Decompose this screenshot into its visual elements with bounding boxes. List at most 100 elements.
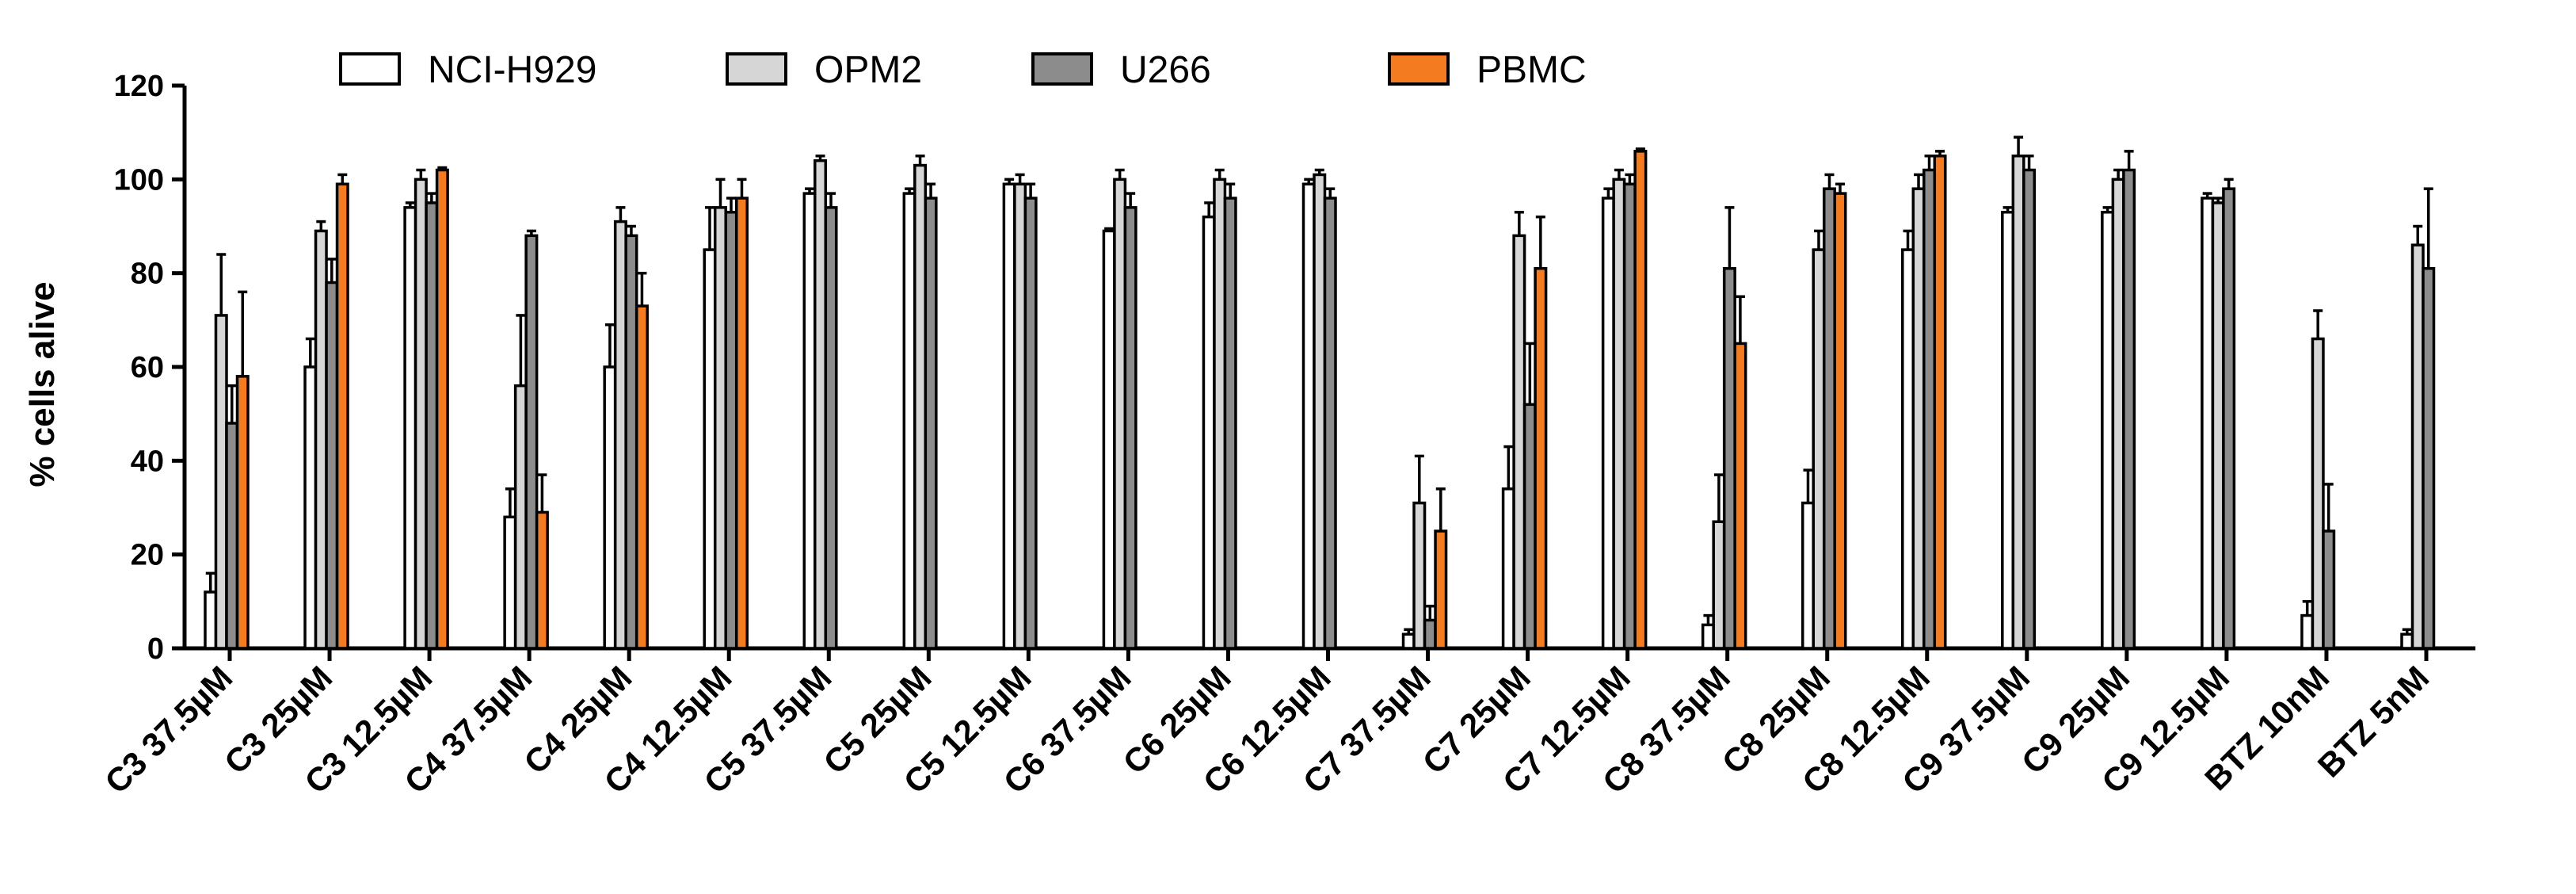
bar-u266-6 <box>824 206 838 650</box>
bar-u266-12 <box>1423 618 1437 650</box>
y-tick-label: 40 <box>131 445 164 478</box>
bar-nci-h929-19 <box>2101 211 2115 650</box>
bar-nci-h929-22 <box>2400 632 2414 650</box>
y-tick-label: 100 <box>114 163 164 197</box>
bar-opm2-5 <box>713 206 727 650</box>
bar-u266-5 <box>724 211 738 650</box>
bar-pbmc-5 <box>734 197 749 650</box>
bar-pbmc-14 <box>1633 150 1648 650</box>
bar-u266-4 <box>624 234 638 650</box>
bar-pbmc-2 <box>435 168 449 650</box>
bar-nci-h929-17 <box>1901 248 1915 650</box>
y-tick-label: 80 <box>131 258 164 291</box>
bar-nci-h929-10 <box>1202 215 1216 650</box>
bar-pbmc-15 <box>1733 342 1747 650</box>
bar-u266-13 <box>1522 403 1537 650</box>
bar-opm2-4 <box>613 220 627 650</box>
bar-nci-h929-7 <box>902 192 916 650</box>
bar-opm2-20 <box>2211 201 2225 650</box>
y-axis: 0 20 40 60 80 100 120 <box>114 70 187 666</box>
bar-u266-15 <box>1722 267 1736 650</box>
bar-u266-7 <box>924 197 938 650</box>
bar-nci-h929-8 <box>1002 182 1016 650</box>
bar-opm2-9 <box>1113 178 1127 650</box>
bar-opm2-7 <box>913 163 928 650</box>
bar-nci-h929-12 <box>1401 632 1416 650</box>
legend: NCI-H929 OPM2 U266 PBMC <box>339 49 1587 91</box>
bar-u266-19 <box>2122 168 2136 650</box>
bar-opm2-19 <box>2111 178 2125 650</box>
bar-pbmc-3 <box>535 510 549 650</box>
bar-nci-h929-0 <box>204 590 218 650</box>
bar-nci-h929-20 <box>2201 197 2215 650</box>
bar-opm2-14 <box>1612 178 1626 650</box>
bar-opm2-2 <box>413 178 428 650</box>
bar-opm2-17 <box>1911 187 1926 650</box>
bar-nci-h929-6 <box>802 192 817 650</box>
legend-label-u266: U266 <box>1120 49 1211 91</box>
bar-nci-h929-3 <box>503 515 517 650</box>
y-tick-label: 60 <box>131 351 164 384</box>
bars <box>204 136 2436 650</box>
legend-label-nci-h929: NCI-H929 <box>428 49 596 91</box>
bar-u266-20 <box>2222 187 2236 650</box>
bar-opm2-21 <box>2311 337 2325 650</box>
legend-label-pbmc: PBMC <box>1477 49 1587 91</box>
bar-u266-22 <box>2422 267 2436 650</box>
bar-nci-h929-9 <box>1102 229 1116 650</box>
x-tick-label: C3 37.5µM <box>97 659 239 800</box>
bar-opm2-8 <box>1013 182 1027 650</box>
bar-u266-14 <box>1622 182 1637 650</box>
bar-nci-h929-5 <box>703 248 717 650</box>
bar-opm2-22 <box>2410 243 2425 650</box>
bar-opm2-0 <box>214 314 228 650</box>
y-tick-label: 120 <box>114 70 164 103</box>
bar-nci-h929-16 <box>1801 501 1815 650</box>
bar-u266-0 <box>225 422 239 650</box>
bar-opm2-6 <box>814 159 828 650</box>
bar-nci-h929-2 <box>403 206 417 650</box>
bar-u266-17 <box>1922 168 1937 650</box>
legend-swatch-nci-h929 <box>339 52 401 86</box>
bar-u266-3 <box>524 234 539 650</box>
bar-opm2-11 <box>1313 173 1327 650</box>
bar-pbmc-16 <box>1833 192 1847 650</box>
bar-nci-h929-18 <box>2001 211 2015 650</box>
bar-nci-h929-21 <box>2300 613 2315 650</box>
y-tick-label: 20 <box>131 539 164 572</box>
bar-pbmc-0 <box>235 375 250 650</box>
bar-nci-h929-4 <box>603 365 617 650</box>
bar-u266-16 <box>1822 187 1836 650</box>
bar-nci-h929-15 <box>1701 623 1715 650</box>
bar-pbmc-13 <box>1534 267 1548 650</box>
bar-u266-1 <box>325 281 339 650</box>
bar-opm2-12 <box>1412 501 1427 650</box>
bar-u266-10 <box>1223 197 1237 650</box>
bar-opm2-18 <box>2011 155 2025 650</box>
y-tick-label: 0 <box>147 632 164 666</box>
bar-nci-h929-13 <box>1501 487 1515 650</box>
bar-u266-21 <box>2322 529 2336 650</box>
bar-u266-8 <box>1023 197 1038 650</box>
bar-u266-9 <box>1123 206 1137 650</box>
bar-u266-2 <box>425 201 439 650</box>
bar-opm2-10 <box>1213 178 1227 650</box>
legend-label-opm2: OPM2 <box>814 49 922 91</box>
bar-opm2-15 <box>1712 520 1726 650</box>
bar-opm2-13 <box>1512 234 1526 650</box>
legend-swatch-opm2 <box>726 52 787 86</box>
bar-opm2-1 <box>314 229 328 650</box>
legend-swatch-pbmc <box>1388 52 1450 86</box>
x-tick-label: BTZ 5nM <box>2311 659 2437 785</box>
bar-u266-11 <box>1323 197 1337 650</box>
bar-nci-h929-14 <box>1601 197 1615 650</box>
bar-pbmc-4 <box>634 304 649 650</box>
bar-pbmc-1 <box>335 182 349 650</box>
legend-swatch-u266 <box>1031 52 1093 86</box>
bar-pbmc-12 <box>1434 529 1448 650</box>
bar-opm2-3 <box>513 384 528 650</box>
bar-opm2-16 <box>1812 248 1826 650</box>
bar-u266-18 <box>2022 168 2037 650</box>
